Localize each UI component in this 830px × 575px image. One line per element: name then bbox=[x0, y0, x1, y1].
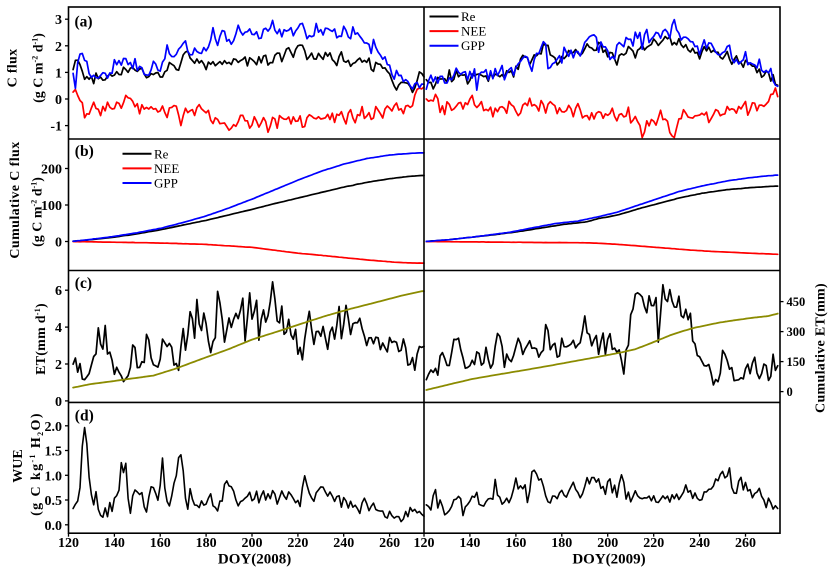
svg-text:0: 0 bbox=[787, 385, 793, 399]
svg-text:100: 100 bbox=[41, 199, 62, 214]
svg-text:200: 200 bbox=[41, 163, 62, 178]
svg-text:140: 140 bbox=[459, 536, 480, 551]
svg-text:NEE: NEE bbox=[461, 24, 486, 39]
svg-text:3: 3 bbox=[55, 13, 62, 28]
svg-text:2: 2 bbox=[55, 40, 62, 55]
svg-text:WUE: WUE bbox=[11, 449, 26, 482]
svg-text:1: 1 bbox=[55, 66, 62, 81]
svg-text:220: 220 bbox=[287, 536, 308, 551]
svg-text:4: 4 bbox=[55, 321, 62, 336]
svg-text:GPP: GPP bbox=[154, 176, 178, 191]
svg-text:180: 180 bbox=[196, 536, 217, 551]
svg-text:(g C kg-1​ H2​O): (g C kg-1​ H2​O) bbox=[28, 412, 45, 516]
svg-text:120: 120 bbox=[58, 536, 79, 551]
svg-text:180: 180 bbox=[551, 536, 572, 551]
svg-text:(c): (c) bbox=[75, 275, 92, 292]
svg-text:ET(mm d-1​): ET(mm d-1​) bbox=[33, 303, 49, 375]
svg-text:GPP: GPP bbox=[461, 38, 485, 53]
svg-text:120: 120 bbox=[414, 536, 435, 551]
svg-text:240: 240 bbox=[333, 536, 354, 551]
svg-text:140: 140 bbox=[104, 536, 125, 551]
svg-text:(g C m-2​ d-1​): (g C m-2​ d-1​) bbox=[30, 177, 46, 247]
svg-text:-1: -1 bbox=[50, 120, 62, 135]
svg-text:Cumulative C flux: Cumulative C flux bbox=[8, 141, 23, 258]
svg-text:(a): (a) bbox=[75, 14, 93, 31]
svg-text:1.5: 1.5 bbox=[45, 445, 63, 460]
svg-text:DOY(2008): DOY(2008) bbox=[218, 552, 291, 568]
svg-text:0.0: 0.0 bbox=[45, 519, 63, 534]
svg-text:0: 0 bbox=[55, 93, 62, 108]
svg-text:260: 260 bbox=[735, 536, 756, 551]
svg-text:C flux: C flux bbox=[6, 49, 21, 88]
svg-text:6: 6 bbox=[55, 284, 62, 299]
svg-text:Re: Re bbox=[461, 9, 476, 24]
svg-text:(d): (d) bbox=[75, 407, 94, 424]
svg-text:150: 150 bbox=[787, 355, 806, 369]
svg-text:Cumulative ET(mm): Cumulative ET(mm) bbox=[814, 283, 829, 413]
svg-text:0: 0 bbox=[55, 395, 62, 410]
svg-text:200: 200 bbox=[242, 536, 263, 551]
svg-text:1.0: 1.0 bbox=[45, 469, 63, 484]
svg-text:240: 240 bbox=[689, 536, 710, 551]
svg-text:300: 300 bbox=[787, 325, 806, 339]
svg-text:(g C m-2​ d-1​): (g C m-2​ d-1​) bbox=[31, 33, 47, 103]
svg-text:220: 220 bbox=[643, 536, 664, 551]
svg-text:160: 160 bbox=[505, 536, 526, 551]
svg-text:Re: Re bbox=[154, 146, 169, 161]
svg-text:450: 450 bbox=[787, 295, 806, 309]
svg-text:160: 160 bbox=[150, 536, 171, 551]
svg-text:200: 200 bbox=[597, 536, 618, 551]
svg-text:0.5: 0.5 bbox=[45, 494, 63, 509]
svg-text:0: 0 bbox=[55, 236, 62, 251]
svg-text:(b): (b) bbox=[75, 143, 94, 160]
svg-text:260: 260 bbox=[379, 536, 400, 551]
svg-text:NEE: NEE bbox=[154, 161, 179, 176]
svg-text:2: 2 bbox=[55, 358, 62, 373]
svg-text:DOY(2009): DOY(2009) bbox=[572, 552, 645, 568]
svg-text:2.0: 2.0 bbox=[45, 420, 63, 435]
